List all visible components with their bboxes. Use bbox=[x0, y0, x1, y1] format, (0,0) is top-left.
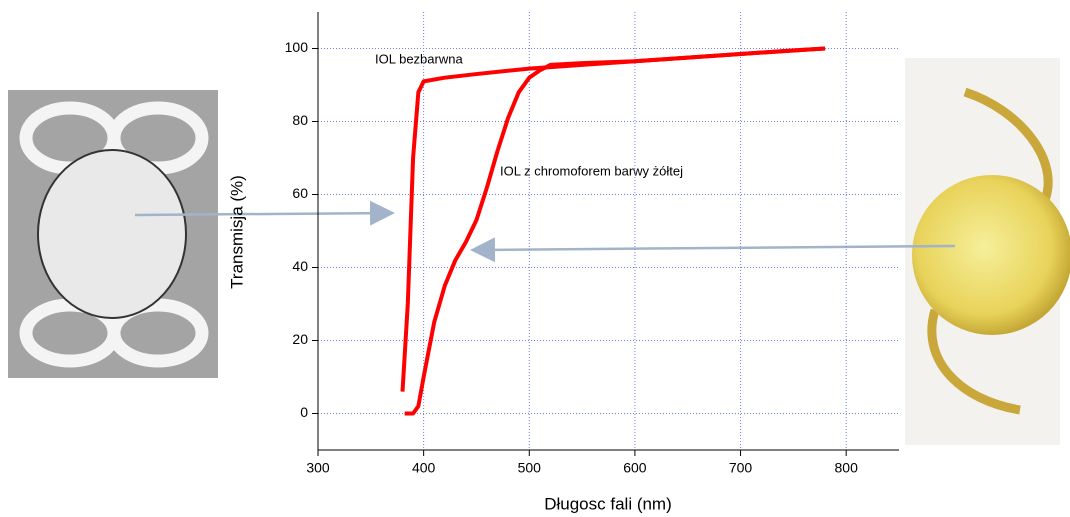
y-tick-label: 80 bbox=[292, 112, 308, 128]
series-annotation: IOL bezbarwna bbox=[375, 51, 463, 66]
y-tick-label: 20 bbox=[292, 331, 308, 347]
x-tick-label: 700 bbox=[729, 460, 753, 476]
arrow bbox=[470, 237, 956, 263]
x-tick-label: 600 bbox=[623, 460, 647, 476]
colorless-lens-image bbox=[8, 90, 218, 378]
series-annotation: IOL z chromoforem barwy żółtej bbox=[500, 163, 683, 178]
y-tick-label: 60 bbox=[292, 185, 308, 201]
x-tick-label: 500 bbox=[518, 460, 542, 476]
x-tick-label: 300 bbox=[306, 460, 330, 476]
y-tick-label: 40 bbox=[292, 258, 308, 274]
x-axis-title: Długosc fali (nm) bbox=[544, 494, 672, 513]
x-tick-label: 400 bbox=[412, 460, 436, 476]
y-tick-label: 0 bbox=[300, 404, 308, 420]
yellow-lens-image bbox=[905, 58, 1070, 445]
x-tick-label: 800 bbox=[835, 460, 859, 476]
y-axis-title: Transmisja (%) bbox=[227, 175, 246, 289]
arrow bbox=[134, 200, 395, 226]
series-line bbox=[404, 46, 826, 416]
y-tick-label: 100 bbox=[285, 39, 309, 55]
